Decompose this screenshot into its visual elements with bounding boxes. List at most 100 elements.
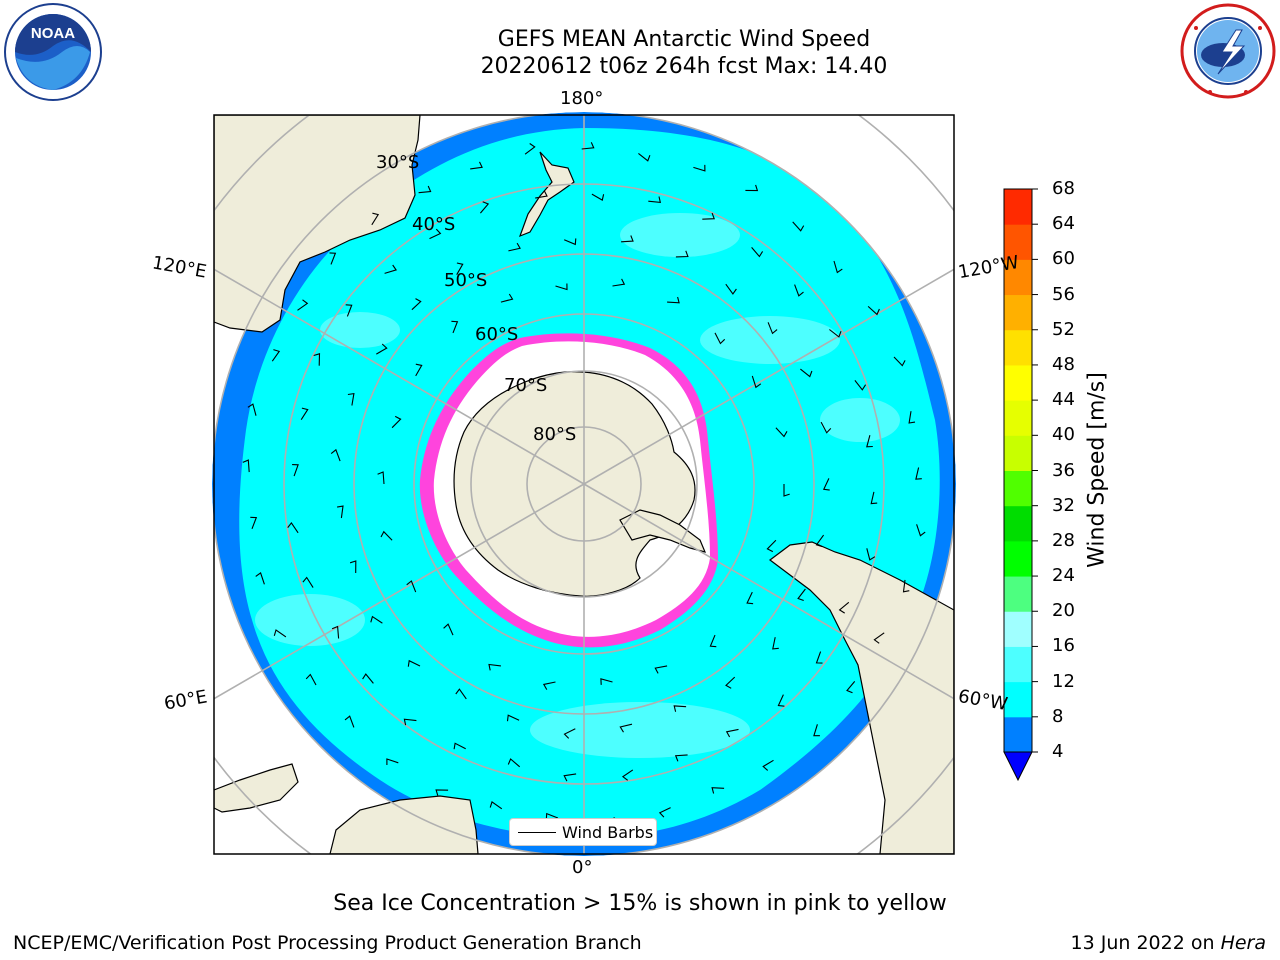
wind-barb — [507, 758, 521, 768]
wind-barb — [542, 681, 556, 690]
wind-barb — [846, 681, 856, 694]
wind-barb — [443, 623, 454, 636]
wind-barb — [380, 530, 393, 541]
lat-label-30s: 30°S — [376, 152, 420, 173]
colorbar-bin-36 — [1004, 435, 1032, 471]
wind-barb — [488, 663, 501, 671]
wind-barb — [376, 343, 388, 355]
title-line-1: GEFS MEAN Antarctic Wind Speed — [497, 27, 871, 52]
wind-barb — [797, 588, 806, 602]
lat-label-80s: 80°S — [533, 424, 577, 445]
colorbar-tick-label: 36 — [1052, 459, 1075, 481]
wind-barb — [377, 471, 385, 485]
wind-barb — [300, 407, 309, 420]
wind-barb — [302, 576, 314, 588]
wind-barb — [867, 305, 880, 316]
wind-barb — [345, 304, 353, 317]
colorbar-bin-24 — [1004, 540, 1032, 577]
wind-barb — [619, 723, 633, 733]
wind-barb — [674, 754, 688, 762]
wind-barb — [794, 284, 804, 297]
wind-barb — [870, 491, 878, 505]
colorbar-tick-label: 16 — [1052, 635, 1075, 657]
wind-barb — [648, 196, 662, 204]
wind-barb — [711, 787, 725, 794]
wind-barb — [524, 143, 536, 155]
wind-barb — [908, 411, 916, 424]
landmass-madagascar — [214, 763, 299, 813]
wind-barb — [915, 467, 922, 480]
wind-barb — [451, 320, 459, 334]
wind-barb — [709, 634, 717, 648]
wind-barb — [638, 152, 651, 162]
wind-barb — [783, 484, 790, 497]
colorbar-bin-48 — [1004, 329, 1032, 366]
wind-barb — [654, 665, 668, 674]
legend: Wind Barbs — [509, 818, 657, 846]
colorbar-bin-40 — [1004, 400, 1032, 436]
lat-label-40s: 40°S — [412, 214, 456, 235]
wind-barb — [866, 435, 873, 448]
wind-barb — [384, 264, 397, 274]
wind-barb — [762, 759, 774, 771]
noaa-logo: NOAA — [4, 3, 102, 101]
footer-host: Hera — [1220, 932, 1266, 954]
wind-barb — [673, 705, 687, 712]
wind-barb — [418, 185, 432, 194]
wind-barb — [693, 164, 706, 172]
wind-barb — [838, 601, 850, 614]
wind-barb — [555, 283, 568, 291]
wind-barb — [391, 415, 402, 429]
colorbar-tick-label: 48 — [1052, 353, 1075, 375]
footer-credit: NCEP/EMC/Verification Post Processing Pr… — [13, 932, 642, 954]
wind-barb — [600, 678, 613, 685]
colorbar-bin-56 — [1004, 259, 1032, 296]
colorbar-tick-label: 28 — [1052, 529, 1075, 551]
wind-barb — [725, 728, 739, 738]
wind-barb — [535, 190, 548, 199]
wind-barb — [313, 353, 321, 366]
wind-barb — [902, 579, 910, 593]
colorbar-bin-44 — [1004, 364, 1032, 401]
colorbar-bin-8 — [1004, 681, 1032, 718]
wind-barb — [386, 758, 399, 765]
wind-barb — [621, 769, 634, 781]
colorbar-tick-label: 64 — [1052, 213, 1075, 235]
wind-barb — [621, 235, 634, 243]
map-frame — [213, 114, 955, 855]
wind-barb — [479, 201, 490, 214]
wind-barb — [777, 694, 785, 707]
colorbar-tick-label: 8 — [1052, 705, 1064, 727]
lat-label-70s: 70°S — [504, 375, 548, 396]
footer-date: 13 Jun 2022 on Hera — [1071, 932, 1266, 954]
wind-barb — [766, 539, 777, 553]
wind-barb — [455, 688, 467, 700]
wind-barb — [815, 651, 823, 664]
wind-barb — [563, 728, 576, 739]
wind-barb — [820, 421, 832, 434]
wind-barb — [893, 356, 906, 367]
wind-barb — [329, 252, 337, 265]
wind-barb — [829, 329, 842, 338]
wind-barb — [273, 629, 287, 638]
colorbar-bin-12 — [1004, 646, 1032, 683]
wind-barb — [873, 632, 885, 644]
wind-barb — [250, 516, 258, 529]
colorbar-tick-label: 24 — [1052, 565, 1075, 587]
legend-line-swatch — [518, 832, 556, 833]
wind-barb — [362, 673, 374, 684]
colorbar-tick-label: 20 — [1052, 600, 1075, 622]
wind-barb — [456, 262, 464, 275]
lon-label-180: 180° — [560, 88, 604, 109]
title-line-2: 20220612 t06z 264h fcst Max: 14.40 — [480, 54, 888, 79]
wind-barb — [500, 293, 514, 303]
wind-barb — [751, 247, 764, 258]
wind-barb — [435, 789, 449, 796]
wind-barb — [745, 184, 759, 192]
wind-barb — [407, 659, 421, 667]
wind-barb — [411, 298, 422, 311]
wind-barb — [725, 283, 737, 295]
wind-barb — [347, 392, 355, 406]
